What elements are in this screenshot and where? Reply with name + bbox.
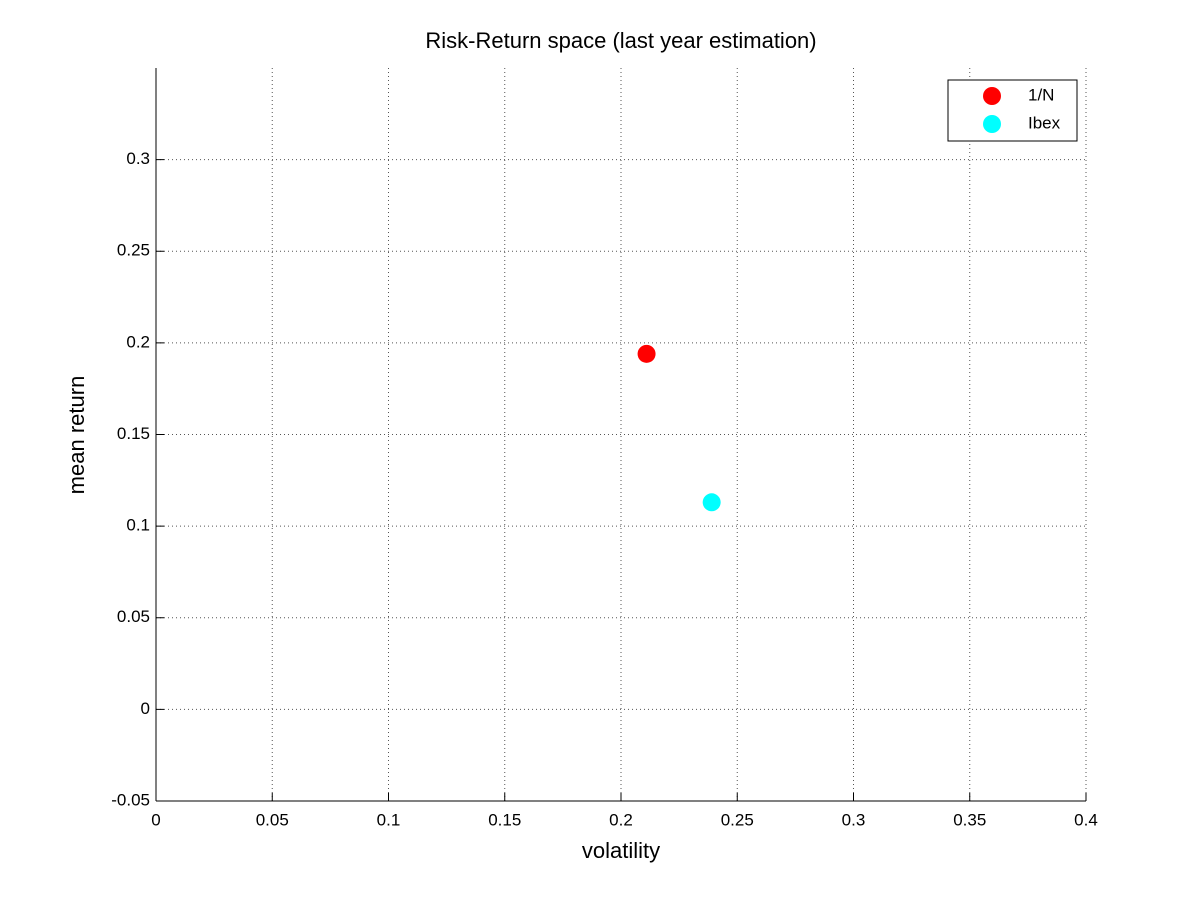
y-tick-label: 0 [141,699,150,718]
y-tick-label: 0.2 [126,332,150,351]
point [637,344,656,363]
x-tick-label: 0 [151,810,160,829]
y-tick-label: 0.15 [117,424,150,443]
chart-title: Risk-Return space (last year estimation) [425,28,816,53]
legend-marker [983,115,1001,133]
y-tick-label: 0.05 [117,607,150,626]
y-tick-label: -0.05 [111,790,150,809]
x-tick-label: 0.35 [953,810,986,829]
legend-box [947,79,1078,142]
y-tick-label: 0.1 [126,516,150,535]
x-tick-label: 0.1 [377,810,401,829]
y-axis-label: mean return [64,376,89,495]
y-tick-label: 0.25 [117,241,150,260]
point [702,493,721,512]
x-tick-label: 0.25 [721,810,754,829]
y-tick-label: 0.3 [126,149,150,168]
x-tick-label: 0.05 [256,810,289,829]
legend-label: Ibex [1028,113,1061,132]
x-tick-label: 0.4 [1074,810,1098,829]
x-tick-label: 0.15 [488,810,521,829]
x-tick-label: 0.2 [609,810,633,829]
x-tick-label: 0.3 [842,810,866,829]
x-axis-label: volatility [582,838,660,863]
legend-label: 1/N [1028,85,1054,104]
legend-marker [983,87,1001,105]
